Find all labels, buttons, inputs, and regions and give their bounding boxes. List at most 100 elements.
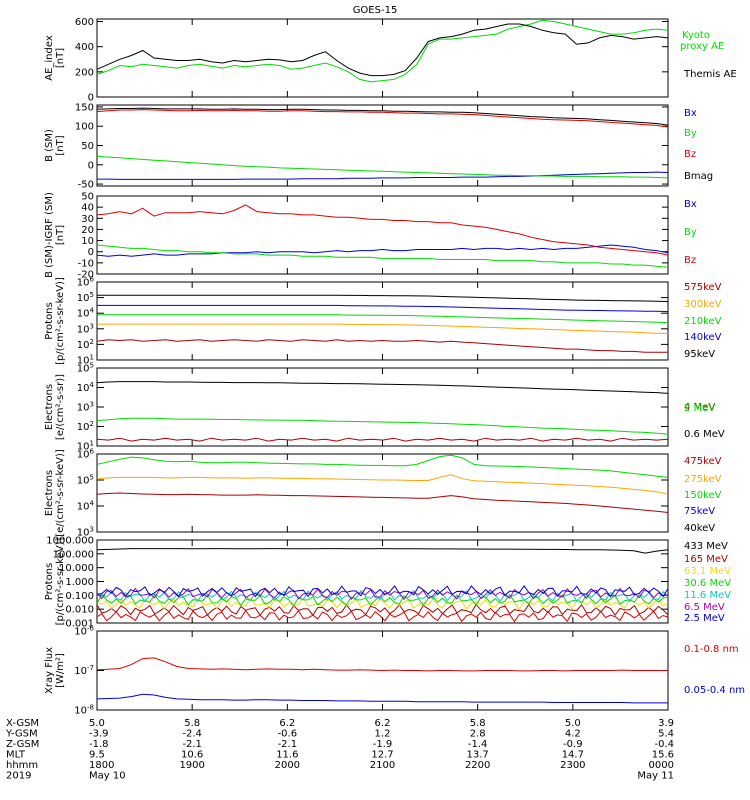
panel-1: 0 200 400 600 AE_index[nT] Kyoto proxy AE Themi… <box>44 17 737 103</box>
y-tick-label: 105 <box>77 291 94 304</box>
y-tick-label: 10-6 <box>74 625 94 638</box>
panel-2: -50 0 50 100 150 B (SM)[nT] Bx By Bz Bmag <box>44 102 713 190</box>
ephemeris-row-label: Z-GSM <box>6 739 39 750</box>
series-line <box>96 23 669 77</box>
y-axis-label: AE_index[nT] <box>44 35 66 81</box>
legend-label: Themis AE <box>683 69 737 80</box>
y-tick-label: 103 <box>77 322 94 335</box>
ephemeris-value: 1800 <box>89 760 114 771</box>
ephemeris-value: 12.7 <box>371 750 393 761</box>
y-tick-label: 101 <box>77 354 94 367</box>
legend-label: Bmag <box>684 171 713 182</box>
ephemeris-value: -3.9 <box>89 729 109 740</box>
series-line <box>96 585 669 598</box>
ephemeris-value: 15.6 <box>652 750 674 761</box>
legend-label: 63.1 MeV <box>684 566 731 577</box>
y-tick-label: 105 <box>77 362 94 375</box>
y-tick-label: 0.010 <box>65 605 94 616</box>
series-line <box>96 107 669 126</box>
legend-label: Kyoto proxy AE <box>680 30 724 52</box>
legend-label: 2 MeV <box>684 403 715 414</box>
series-line <box>96 244 669 257</box>
series-line <box>96 657 668 672</box>
legend-label: 2.5 MeV <box>684 613 725 624</box>
y-tick-label: 150 <box>75 102 94 113</box>
ephemeris-value: 14.7 <box>562 750 584 761</box>
panel-7: 0.001 0.010 0.100 1.000 10.000 100.000 1000.00… <box>44 536 731 630</box>
ephemeris-table: X-GSM 5.0 5.8 6.2 6.2 5.8 5.0 3.9Y-GSM -3.9 -2.4-… <box>5 718 674 782</box>
series-line <box>97 294 669 302</box>
ephemeris-value: May 10 <box>89 771 126 782</box>
y-tick-label: 0.100 <box>65 591 94 602</box>
ephemeris-value: 13.7 <box>467 750 489 761</box>
ephemeris-value: 2.8 <box>470 729 486 740</box>
series-line <box>96 492 669 513</box>
ephemeris-value: -1.4 <box>468 739 488 750</box>
y-tick-label: 102 <box>77 420 94 433</box>
ephemeris-value: 2200 <box>465 760 490 771</box>
y-tick-label: 50 <box>81 141 94 152</box>
series-line <box>97 171 669 180</box>
series-line <box>96 19 669 83</box>
ephemeris-value: -0.6 <box>278 729 298 740</box>
panel-4: 101 102 103 104 105 106 Protons[p/(cm²-s-sr-ke… <box>44 276 722 367</box>
ephemeris-value: 5.8 <box>184 718 200 729</box>
ephemeris-value: 5.0 <box>89 718 105 729</box>
legend-label: 210keV <box>684 316 722 327</box>
y-tick-label: 102 <box>77 338 94 351</box>
legend-label: 4 MeV <box>684 402 715 413</box>
panel-frame <box>96 281 669 361</box>
series-line <box>96 454 669 478</box>
panel-frame <box>96 367 669 447</box>
series-line <box>96 593 669 607</box>
legend-label: 0.05-0.4 nm <box>684 685 745 696</box>
y-tick-label: 105 <box>77 474 94 487</box>
series-line <box>96 548 669 554</box>
series-line <box>96 417 669 435</box>
y-tick-label: 104 <box>77 307 95 320</box>
y-axis-label: Protons[p/(cm²-s-sr-keV)] <box>44 277 66 365</box>
legend-label: By <box>684 128 697 139</box>
series-line <box>96 693 668 704</box>
series-line <box>96 603 669 617</box>
ephemeris-row-label: 2019 <box>6 771 31 782</box>
y-tick-label: 0 <box>88 160 94 171</box>
ephemeris-value: 2000 <box>275 760 300 771</box>
legend-label: 40keV <box>684 523 715 534</box>
legend-label: 433 MeV <box>684 541 728 552</box>
ephemeris-value: 9.5 <box>89 750 105 761</box>
legend-label: 6.5 MeV <box>684 602 725 613</box>
series-line <box>96 474 669 495</box>
ephemeris-value: 1900 <box>179 760 204 771</box>
ephemeris-value: 3.9 <box>658 718 674 729</box>
y-tick-label: 10-7 <box>74 664 94 677</box>
y-tick-label: 106 <box>77 276 95 289</box>
panel-6: 103 104 105 106 Electrons[e/(cm²-s-sr-keV)] 4… <box>44 448 722 539</box>
ephemeris-value: 4.2 <box>565 729 581 740</box>
series-line <box>97 304 669 313</box>
y-tick-label: 40 <box>81 203 94 214</box>
panel-8: 10-8 10-7 10-6 Xray Flux[W/m²] 0.1-0.8 nm 0.0… <box>44 625 745 717</box>
ephemeris-value: 6.2 <box>375 718 391 729</box>
y-tick-label: 200 <box>75 67 94 78</box>
y-tick-label: 600 <box>75 17 94 28</box>
legend-label: Bx <box>684 199 697 210</box>
panel-frame <box>96 18 669 98</box>
y-tick-label: 104 <box>77 500 95 513</box>
ephemeris-value: May 11 <box>637 771 674 782</box>
panel-5: 101 102 103 104 105 Electrons[e/(cm²-s-sr)] 4 … <box>44 362 725 453</box>
series-line <box>96 381 669 394</box>
ephemeris-value: 11.6 <box>276 750 298 761</box>
y-tick-label: 103 <box>77 401 94 414</box>
panel-frame <box>96 539 669 624</box>
series-line <box>96 244 669 268</box>
y-tick-label: 30 <box>81 214 94 225</box>
y-tick-label: 0 <box>88 93 94 104</box>
ephemeris-row-label: Y-GSM <box>5 729 38 740</box>
y-tick-label: 1000.000 <box>46 536 94 547</box>
legend-label: 75keV <box>684 506 715 517</box>
legend-label: 140keV <box>684 332 722 343</box>
ephemeris-value: 10.6 <box>181 750 203 761</box>
